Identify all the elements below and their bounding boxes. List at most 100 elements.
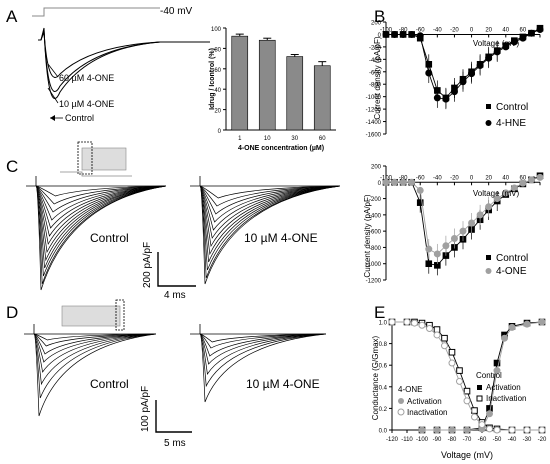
bar bbox=[258, 39, 276, 131]
data-point bbox=[536, 173, 544, 181]
data-point bbox=[408, 30, 416, 38]
data-point bbox=[527, 29, 535, 37]
x-tick-label: -20 bbox=[538, 437, 547, 443]
data-point bbox=[425, 69, 433, 77]
data-point bbox=[416, 32, 424, 40]
data-point bbox=[508, 323, 516, 331]
y-tick-label: -200 bbox=[369, 197, 382, 203]
data-point bbox=[485, 203, 493, 211]
current-trace bbox=[35, 185, 167, 254]
current-trace bbox=[35, 185, 167, 229]
current-trace bbox=[35, 185, 167, 277]
legend-title-control: Control bbox=[476, 371, 502, 380]
data-point bbox=[502, 189, 510, 197]
x-tick-label: 20 bbox=[485, 27, 492, 33]
trace-control bbox=[38, 27, 210, 99]
data-point bbox=[441, 334, 448, 342]
data-point bbox=[450, 88, 458, 96]
current-trace bbox=[199, 185, 341, 263]
data-point bbox=[486, 410, 493, 418]
y-tick-label: -1600 bbox=[366, 133, 382, 139]
panel-label-c: C bbox=[6, 157, 18, 176]
data-point bbox=[471, 413, 478, 421]
y-tick-label: 1.0 bbox=[379, 321, 388, 327]
current-trace bbox=[199, 333, 327, 403]
iv-chart-c: -100-80-60-40-200204060802000-200-400-60… bbox=[363, 165, 544, 285]
y-tick-label: 0.8 bbox=[379, 342, 388, 348]
current-trace bbox=[199, 185, 341, 239]
x-tick-label: -60 bbox=[416, 175, 425, 181]
data-point bbox=[463, 387, 471, 395]
y-tick-label: -200 bbox=[369, 45, 382, 51]
iv-chart-b: -100-80-60-40-200204060802000-200-400-60… bbox=[366, 21, 544, 139]
bar bbox=[286, 56, 304, 131]
current-trace bbox=[33, 333, 157, 386]
data-point bbox=[442, 242, 450, 250]
panel-d-traces: Control 10 µM 4-ONE 100 pA/pF 5 ms bbox=[24, 299, 327, 449]
y-tick-label: 200 bbox=[371, 21, 382, 27]
y-tick-label: 0.2 bbox=[379, 407, 388, 413]
y-tick-label: 60 bbox=[214, 68, 221, 74]
legend-marker-one-inact bbox=[397, 408, 405, 416]
data-point bbox=[493, 48, 501, 56]
current-trace bbox=[35, 185, 167, 269]
y-tick-label: 0.4 bbox=[379, 385, 388, 391]
y-tick-label: -800 bbox=[369, 246, 382, 252]
y-tick-label: -1200 bbox=[366, 108, 382, 114]
data-point bbox=[450, 234, 458, 242]
data-point bbox=[485, 54, 493, 62]
data-point bbox=[536, 25, 544, 33]
y-tick-label: -600 bbox=[369, 230, 382, 236]
data-point bbox=[527, 176, 535, 184]
legend-label-ctrl-inact: Inactivation bbox=[486, 394, 526, 403]
protocol-steps-c bbox=[81, 147, 127, 171]
x-tick-label: -100 bbox=[416, 437, 429, 443]
data-point bbox=[538, 318, 546, 326]
label-drug-c: 10 µM 4-ONE bbox=[244, 231, 318, 245]
data-point bbox=[519, 34, 527, 42]
x-tick-label: -70 bbox=[463, 437, 472, 443]
x-tick-label: 40 bbox=[502, 27, 509, 33]
panel-label-e: E bbox=[374, 303, 385, 322]
current-trace bbox=[199, 333, 327, 365]
x-tick-label: -80 bbox=[399, 27, 408, 33]
data-point bbox=[448, 348, 456, 356]
legend-marker-ctrl-inact bbox=[476, 395, 483, 402]
data-point bbox=[456, 377, 463, 385]
legend-label-hne: 4-HNE bbox=[496, 118, 526, 129]
y-axis-label: Idrug / Icontrol (%) bbox=[209, 48, 216, 110]
y-tick-label: 0.6 bbox=[379, 364, 388, 370]
voltage-protocol bbox=[32, 7, 160, 17]
x-tick-label: -40 bbox=[433, 175, 442, 181]
current-trace bbox=[33, 333, 157, 399]
x-axis-label: Voltage (mV) bbox=[441, 450, 493, 460]
legend-marker-control bbox=[486, 255, 491, 260]
data-point bbox=[478, 421, 486, 429]
data-point bbox=[382, 178, 390, 186]
current-trace bbox=[199, 185, 341, 199]
data-point bbox=[382, 30, 390, 38]
protocol-box-d bbox=[115, 299, 125, 331]
data-point bbox=[399, 178, 407, 186]
y-tick-label: 20 bbox=[214, 109, 221, 115]
x-tick-label: -20 bbox=[450, 175, 459, 181]
x-axis-label: 4-ONE concentration (µM) bbox=[238, 145, 324, 152]
x-tick-label: 0 bbox=[470, 175, 474, 181]
trace-label-10um: 10 µM 4-ONE bbox=[59, 99, 114, 109]
data-point bbox=[433, 94, 441, 102]
arrow-60um bbox=[47, 63, 59, 78]
scale-x-d: 5 ms bbox=[164, 438, 186, 449]
current-trace bbox=[199, 333, 327, 375]
data-point bbox=[538, 426, 546, 434]
trace-label-60um: 60 µM 4-ONE bbox=[59, 73, 114, 83]
scale-bar-c bbox=[157, 252, 196, 287]
current-trace bbox=[199, 333, 327, 343]
current-trace bbox=[199, 185, 341, 285]
legend-marker-one-act bbox=[398, 398, 404, 404]
legend-label-control: Control bbox=[496, 253, 528, 264]
data-point bbox=[486, 425, 493, 433]
trace-10um bbox=[40, 29, 161, 92]
family-drug-d bbox=[190, 324, 327, 403]
y-tick-label: -1200 bbox=[366, 279, 382, 285]
legend-title-one: 4-ONE bbox=[398, 385, 422, 394]
